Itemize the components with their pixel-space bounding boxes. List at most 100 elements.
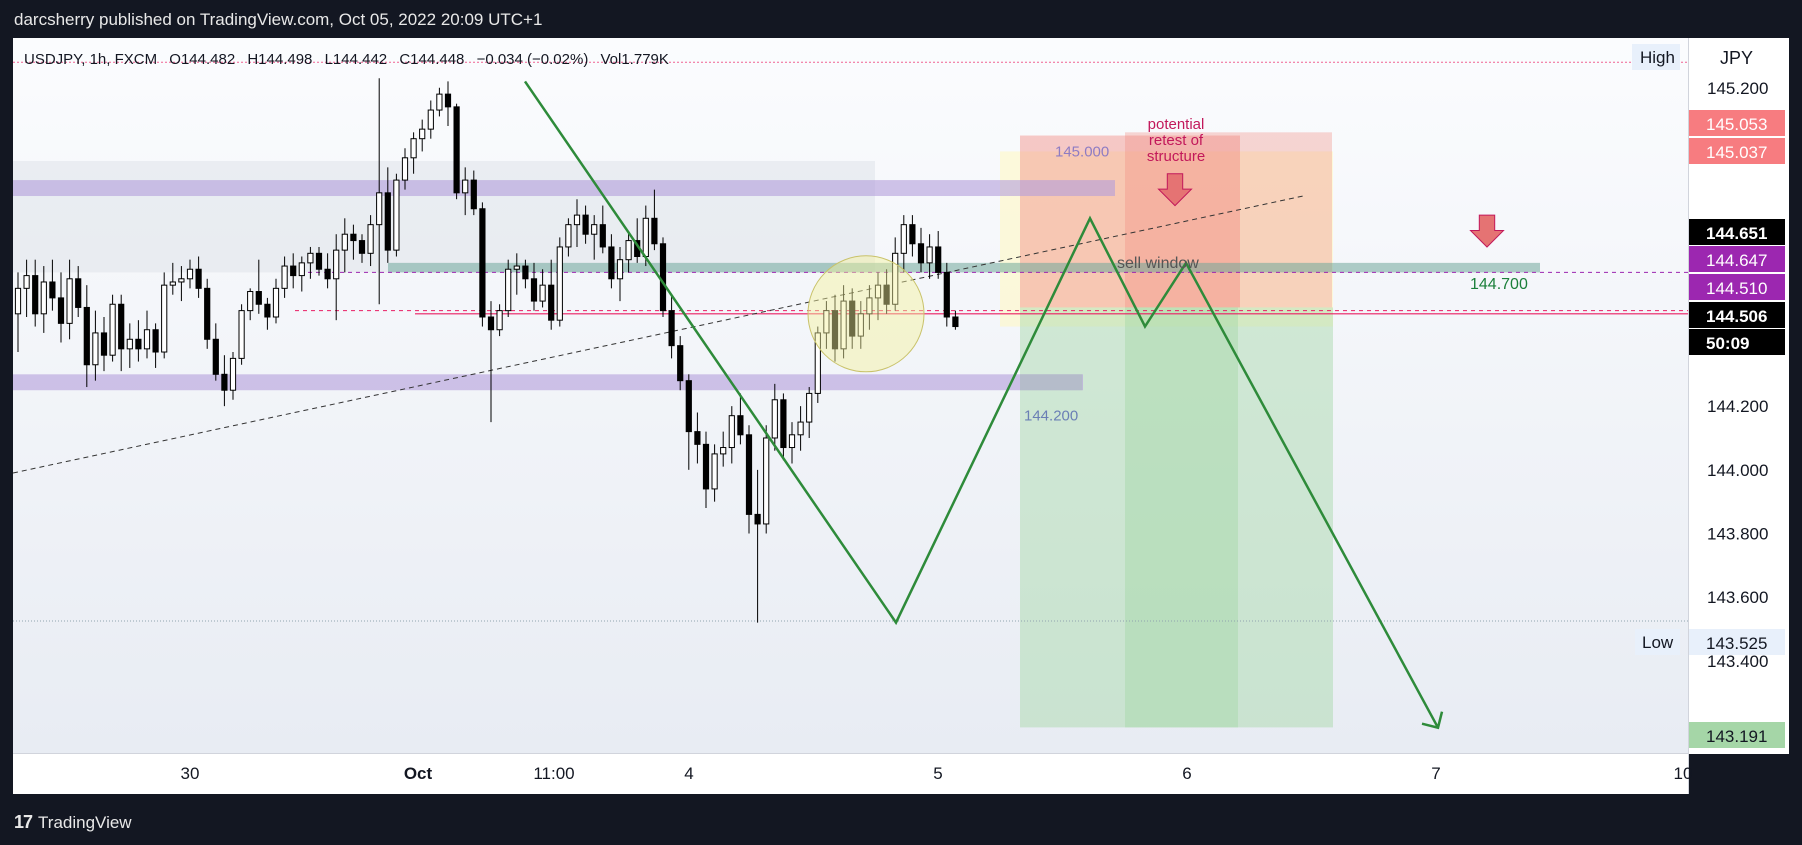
candle[interactable] bbox=[745, 425, 753, 534]
candle[interactable] bbox=[290, 253, 297, 289]
candle[interactable] bbox=[49, 259, 56, 311]
candle[interactable] bbox=[556, 237, 563, 327]
candle[interactable] bbox=[737, 393, 744, 445]
candle[interactable] bbox=[806, 387, 813, 438]
candle[interactable] bbox=[496, 304, 503, 337]
candle[interactable] bbox=[866, 285, 873, 330]
candle[interactable] bbox=[161, 272, 168, 359]
time-axis-pane[interactable] bbox=[13, 754, 1688, 794]
candle[interactable] bbox=[75, 266, 82, 317]
candle[interactable] bbox=[298, 256, 305, 292]
candle[interactable] bbox=[255, 259, 262, 314]
candle[interactable] bbox=[677, 336, 684, 391]
footer-brand[interactable]: 17 TradingView bbox=[14, 812, 132, 833]
candle[interactable] bbox=[66, 259, 73, 340]
candle[interactable] bbox=[702, 431, 710, 509]
candle[interactable] bbox=[608, 234, 615, 289]
candle[interactable] bbox=[57, 272, 65, 343]
candle[interactable] bbox=[694, 412, 701, 464]
candle[interactable] bbox=[315, 246, 323, 276]
candle[interactable] bbox=[720, 431, 727, 467]
candle[interactable] bbox=[668, 294, 675, 359]
candle[interactable] bbox=[462, 167, 469, 216]
candle[interactable] bbox=[247, 288, 254, 321]
candle[interactable] bbox=[126, 323, 133, 368]
candle[interactable] bbox=[333, 234, 340, 321]
candle[interactable] bbox=[419, 119, 426, 152]
candle[interactable] bbox=[935, 231, 942, 279]
candle[interactable] bbox=[788, 422, 796, 464]
candle[interactable] bbox=[728, 406, 735, 464]
candle[interactable] bbox=[651, 189, 658, 251]
candle[interactable] bbox=[264, 297, 271, 330]
candle[interactable] bbox=[152, 323, 159, 368]
candle[interactable] bbox=[591, 215, 598, 260]
candle[interactable] bbox=[548, 259, 555, 330]
candle[interactable] bbox=[436, 87, 443, 117]
candle[interactable] bbox=[169, 262, 176, 295]
candle[interactable] bbox=[754, 469, 761, 623]
candle[interactable] bbox=[135, 320, 142, 362]
candle[interactable] bbox=[204, 278, 211, 349]
candle[interactable] bbox=[814, 326, 821, 403]
candle[interactable] bbox=[599, 205, 606, 254]
candle[interactable] bbox=[401, 148, 409, 190]
candle[interactable] bbox=[453, 103, 460, 200]
candle[interactable] bbox=[367, 215, 374, 267]
candle[interactable] bbox=[530, 262, 538, 311]
candle[interactable] bbox=[831, 294, 839, 362]
candle[interactable] bbox=[874, 272, 882, 321]
candle[interactable] bbox=[238, 304, 245, 365]
candle[interactable] bbox=[573, 199, 581, 247]
candle[interactable] bbox=[539, 269, 546, 308]
candle[interactable] bbox=[376, 78, 383, 305]
candle[interactable] bbox=[281, 256, 288, 298]
candle[interactable] bbox=[32, 259, 39, 327]
candle[interactable] bbox=[324, 253, 331, 289]
candle[interactable] bbox=[659, 237, 667, 317]
candle[interactable] bbox=[118, 294, 125, 372]
candle[interactable] bbox=[350, 224, 357, 260]
candle[interactable] bbox=[212, 323, 219, 381]
candle[interactable] bbox=[892, 237, 899, 311]
candle[interactable] bbox=[522, 259, 529, 289]
candle[interactable] bbox=[625, 231, 632, 273]
candle[interactable] bbox=[272, 278, 280, 324]
chart-pane[interactable] bbox=[13, 38, 1688, 754]
candle[interactable] bbox=[229, 352, 237, 400]
candle[interactable] bbox=[221, 355, 228, 407]
candle[interactable] bbox=[917, 227, 925, 273]
candle[interactable] bbox=[427, 100, 434, 139]
candle[interactable] bbox=[849, 288, 856, 349]
candle[interactable] bbox=[857, 301, 864, 349]
candle[interactable] bbox=[926, 234, 933, 279]
candle[interactable] bbox=[685, 374, 692, 470]
candle[interactable] bbox=[100, 316, 108, 372]
candle[interactable] bbox=[92, 310, 99, 381]
candle[interactable] bbox=[40, 266, 47, 333]
candle[interactable] bbox=[900, 215, 907, 273]
candle[interactable] bbox=[384, 167, 391, 263]
candle[interactable] bbox=[943, 262, 950, 327]
candle[interactable] bbox=[487, 301, 495, 423]
candle[interactable] bbox=[23, 259, 30, 317]
candle[interactable] bbox=[711, 444, 718, 502]
candle[interactable] bbox=[797, 406, 804, 451]
candle[interactable] bbox=[83, 285, 90, 388]
candle[interactable] bbox=[840, 285, 847, 359]
candle[interactable] bbox=[582, 205, 589, 244]
candle[interactable] bbox=[952, 310, 959, 330]
candle[interactable] bbox=[14, 272, 22, 353]
candle[interactable] bbox=[393, 173, 400, 257]
candle[interactable] bbox=[307, 246, 314, 279]
candle[interactable] bbox=[109, 294, 116, 362]
candle[interactable] bbox=[780, 393, 787, 461]
candle[interactable] bbox=[479, 202, 486, 327]
candle[interactable] bbox=[410, 132, 417, 174]
candle[interactable] bbox=[616, 246, 624, 302]
candle[interactable] bbox=[823, 301, 830, 349]
candle[interactable] bbox=[470, 170, 477, 216]
candle[interactable] bbox=[763, 425, 770, 534]
candle[interactable] bbox=[444, 81, 452, 126]
